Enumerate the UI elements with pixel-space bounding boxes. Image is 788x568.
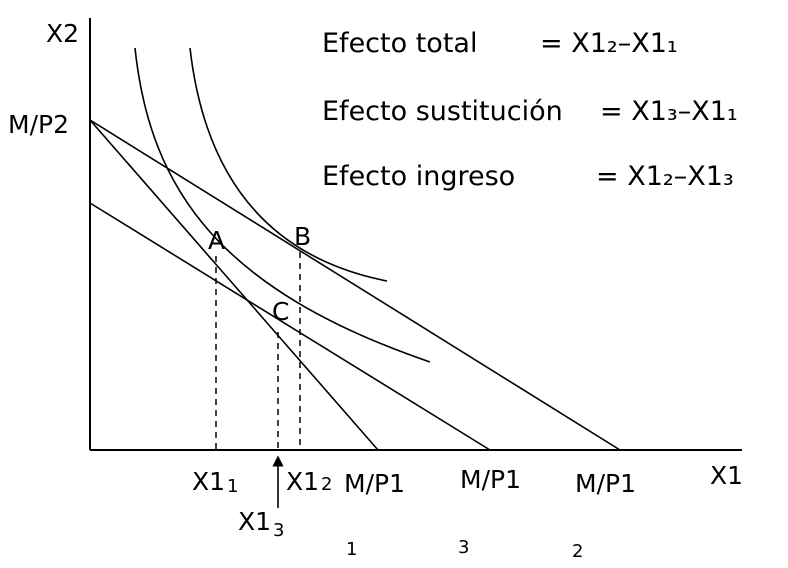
point-b-label: B bbox=[294, 222, 311, 251]
point-c-label: C bbox=[272, 297, 289, 326]
x-intercept-2-index: 2 bbox=[572, 541, 583, 562]
x-intercept-1-label: M/P1 bbox=[344, 469, 405, 498]
x-axis-label: X1 bbox=[710, 461, 743, 490]
x-intercept-3-label: M/P1 bbox=[460, 465, 521, 494]
equation-income-name: Efecto ingreso bbox=[322, 161, 515, 192]
indifference-curve-low bbox=[134, 47, 431, 363]
x-intercept-2-label: M/P1 bbox=[575, 469, 636, 498]
equation-total-name: Efecto total bbox=[322, 28, 477, 59]
compensated-budget-line bbox=[89, 202, 491, 451]
equation-income-rhs: = X1₂–X1₃ bbox=[596, 161, 734, 192]
indifference-curve-high bbox=[189, 47, 388, 282]
x-intercept-1-index: 1 bbox=[346, 539, 357, 560]
x11-label: X1 1 bbox=[192, 467, 239, 497]
new-budget-line bbox=[89, 119, 621, 451]
y-axis-label: X2 bbox=[46, 19, 79, 48]
equation-total-rhs: = X1₂–X1₁ bbox=[540, 28, 678, 59]
point-a-label: A bbox=[208, 226, 225, 255]
equation-substitution-name: Efecto sustitución bbox=[322, 96, 563, 127]
x12-label: X1 2 bbox=[286, 467, 333, 496]
equation-substitution-rhs: = X1₃–X1₁ bbox=[600, 96, 738, 127]
original-budget-line bbox=[89, 119, 379, 451]
y-intercept-label: M/P2 bbox=[8, 110, 69, 139]
x13-label: X1 3 bbox=[238, 507, 285, 541]
x-intercept-3-index: 3 bbox=[458, 537, 469, 558]
